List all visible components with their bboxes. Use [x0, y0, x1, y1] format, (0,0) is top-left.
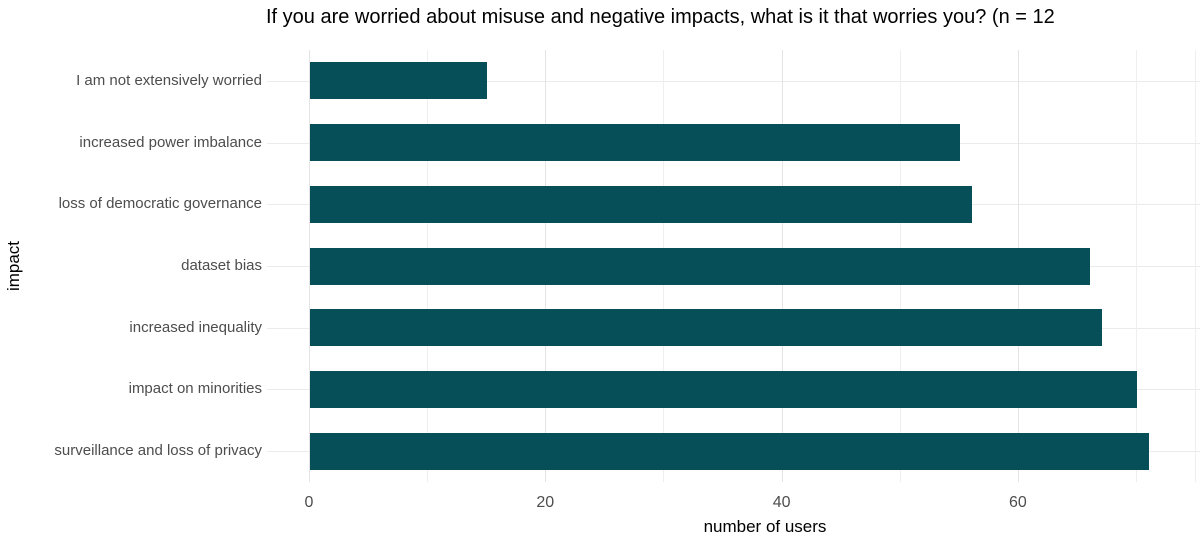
y-axis-label: loss of democratic governance: [58, 195, 262, 213]
bar: [310, 124, 960, 162]
y-axis-title: impact: [4, 240, 23, 292]
x-axis-tick-label: 60: [1008, 494, 1027, 511]
y-axis-label: I am not extensively worried: [76, 71, 262, 89]
bar: [310, 432, 1149, 470]
bar: [310, 62, 488, 100]
x-axis-tick-label: 20: [536, 494, 555, 511]
gridline-vertical-major: [309, 50, 310, 482]
bar: [310, 185, 972, 223]
gridline-horizontal: [267, 80, 1200, 82]
x-axis-tick-label: 0: [304, 494, 314, 511]
plot-panel: [267, 50, 1200, 482]
bar: [310, 370, 1138, 408]
y-axis-label: dataset bias: [181, 257, 262, 274]
y-axis-label: increased power imbalance: [79, 133, 262, 151]
x-axis-tick-label: 40: [772, 494, 791, 511]
y-axis-label: surveillance and loss of privacy: [54, 442, 262, 460]
y-axis-label: impact on minorities: [128, 380, 262, 398]
chart-title: If you are worried about misuse and nega…: [266, 6, 1055, 28]
gridline-vertical-minor: [1195, 50, 1197, 482]
y-axis-label: increased inequality: [129, 318, 262, 336]
gridline-vertical-minor: [1136, 50, 1138, 482]
bar: [310, 309, 1102, 347]
bar: [310, 247, 1090, 285]
x-axis-title: number of users: [703, 517, 827, 536]
